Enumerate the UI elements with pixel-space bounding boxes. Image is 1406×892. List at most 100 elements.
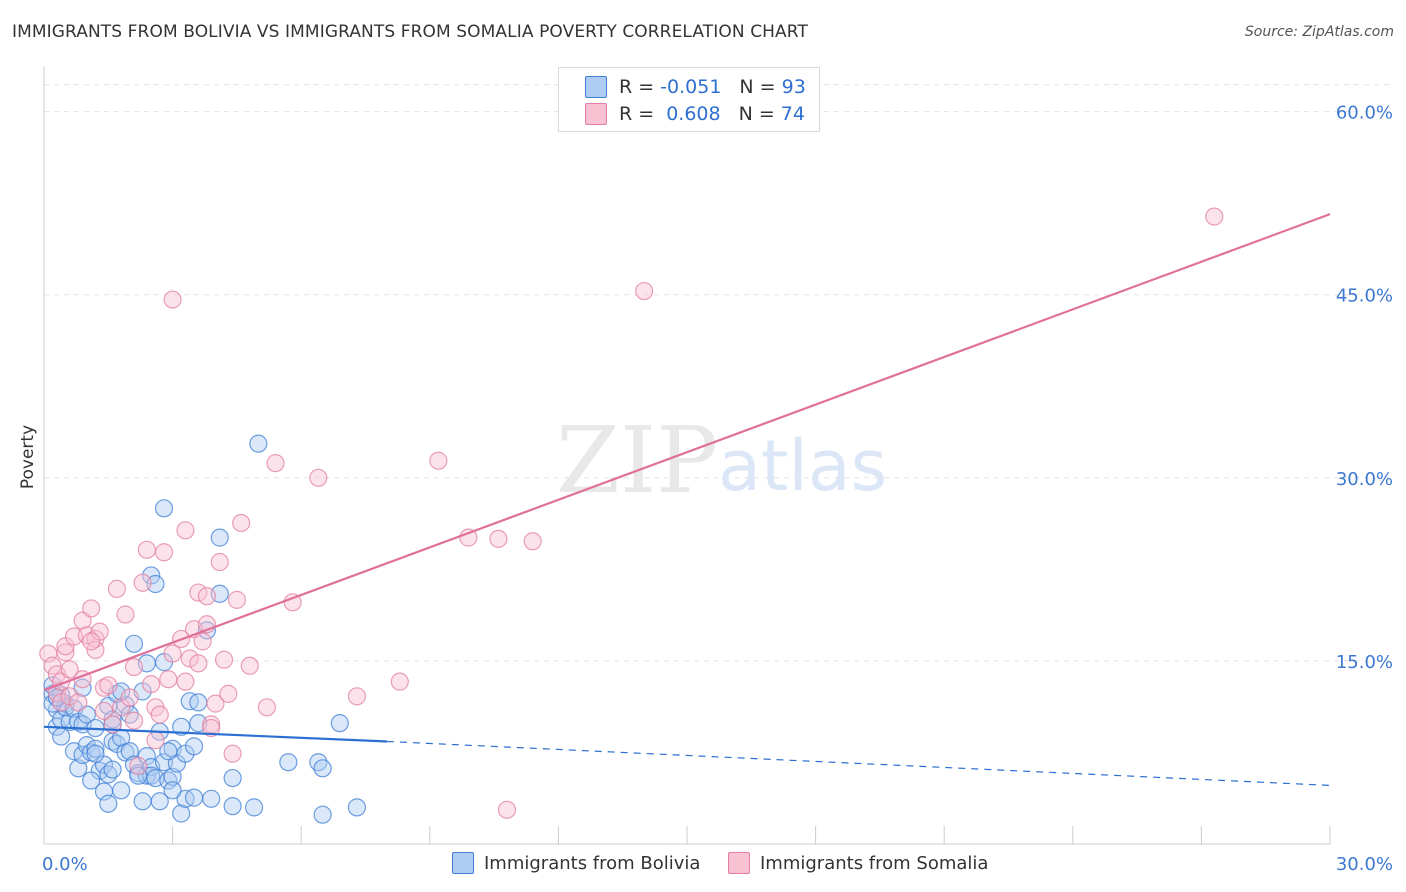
point-bolivia <box>69 759 88 778</box>
point-somalia <box>107 579 126 598</box>
point-bolivia <box>184 788 204 807</box>
y-tick-label: 45.0% <box>1336 286 1393 307</box>
trend-layer <box>43 213 1331 787</box>
point-somalia <box>43 656 62 675</box>
trendline-extension-bolivia <box>386 740 1331 787</box>
point-bolivia <box>112 781 131 800</box>
point-somalia <box>159 670 178 689</box>
point-somalia <box>129 756 148 775</box>
point-bolivia <box>146 574 165 594</box>
trendline-somalia <box>43 213 1331 692</box>
point-somalia <box>163 290 182 309</box>
bottom-legend-label-somalia: Immigrants from Somalia <box>760 852 989 874</box>
trendline-bolivia <box>43 725 387 743</box>
point-somalia <box>223 744 242 763</box>
point-bolivia <box>184 737 204 756</box>
legend-row-bolivia: R = -0.051 N = 93 <box>585 74 806 100</box>
point-somalia <box>82 632 101 651</box>
point-somalia <box>240 656 259 675</box>
point-bolivia <box>210 528 229 547</box>
point-somalia <box>64 627 84 646</box>
bottom-legend-bolivia: Immigrants from Bolivia <box>452 851 700 875</box>
bottom-legend-somalia: Immigrants from Somalia <box>728 851 988 875</box>
point-bolivia <box>133 792 152 811</box>
axes-layer: 15.0% 30.0% 45.0% 60.0% 0.0% 30.0% <box>42 66 1393 875</box>
y-axis-label: Poverty <box>18 425 38 489</box>
point-somalia <box>523 532 542 551</box>
point-somalia <box>497 800 517 819</box>
point-somalia <box>189 654 208 673</box>
point-somalia <box>94 701 114 721</box>
point-somalia <box>459 528 478 547</box>
point-bolivia <box>159 742 178 761</box>
point-somalia <box>193 632 212 651</box>
legend-n-value: 74 <box>780 103 805 125</box>
point-somalia <box>309 468 328 487</box>
point-bolivia <box>154 499 174 518</box>
point-bolivia <box>330 714 349 733</box>
point-bolivia <box>172 804 191 823</box>
point-somalia <box>227 590 246 609</box>
legend-swatch-somalia <box>585 103 607 125</box>
watermark-zip: ZIP <box>556 407 718 514</box>
watermark: ZIP atlas <box>556 407 887 514</box>
point-somalia <box>56 643 75 662</box>
point-somalia <box>180 649 199 668</box>
point-bolivia <box>244 798 264 817</box>
legend-n-label: N = <box>738 103 775 125</box>
point-somalia <box>154 543 174 562</box>
points-layer <box>39 207 1224 824</box>
point-somalia <box>150 705 169 724</box>
point-somalia <box>60 660 79 679</box>
point-bolivia <box>154 753 174 772</box>
point-somalia <box>210 552 229 572</box>
point-somalia <box>142 674 161 694</box>
legend-r-value: 0.608 <box>660 103 721 125</box>
point-somalia <box>206 694 225 713</box>
grid-layer <box>44 84 1394 662</box>
point-somalia <box>124 657 144 677</box>
point-somalia <box>69 693 88 712</box>
point-bolivia <box>150 792 169 811</box>
x-tick-label: 30.0% <box>1336 854 1393 875</box>
point-somalia <box>86 640 105 660</box>
legend-r-label: R = <box>619 103 655 125</box>
y-tick-label: 60.0% <box>1336 103 1393 124</box>
point-somalia <box>163 644 182 663</box>
point-bolivia <box>103 760 122 779</box>
point-somalia <box>219 684 238 703</box>
correlation-legend: R = -0.051 N = 93 R = 0.608 N = 74 <box>558 67 820 132</box>
y-tick-label: 30.0% <box>1336 469 1393 490</box>
point-bolivia <box>202 789 221 808</box>
legend-r-value: -0.051 <box>660 76 722 98</box>
point-somalia <box>266 454 285 473</box>
point-somalia <box>124 711 144 730</box>
source-label: Source: ZipAtlas.com <box>1244 24 1394 40</box>
point-somalia <box>176 521 195 540</box>
point-bolivia <box>313 759 332 778</box>
point-bolivia <box>163 767 182 786</box>
point-bolivia <box>86 739 105 758</box>
legend-row-somalia: R = 0.608 N = 74 <box>585 101 805 127</box>
legend-n-label: N = <box>739 76 776 98</box>
point-somalia <box>347 687 367 706</box>
point-somalia <box>232 513 251 533</box>
point-somalia <box>489 529 508 548</box>
point-bolivia <box>223 768 242 788</box>
chart-title: IMMIGRANTS FROM BOLIVIA VS IMMIGRANTS FR… <box>12 22 808 42</box>
point-bolivia <box>163 781 182 800</box>
point-bolivia <box>120 742 139 761</box>
point-somalia <box>137 540 156 559</box>
legend-r-label: R = <box>619 76 655 98</box>
point-bolivia <box>189 693 208 712</box>
point-somalia <box>1205 207 1224 226</box>
point-bolivia <box>124 634 144 653</box>
bottom-legend-swatch-somalia <box>728 852 750 874</box>
point-somalia <box>120 688 139 707</box>
point-bolivia <box>249 434 268 453</box>
point-somalia <box>429 451 448 470</box>
point-bolivia <box>313 805 332 824</box>
point-bolivia <box>99 794 118 813</box>
point-somalia <box>390 672 409 691</box>
point-somalia <box>635 281 654 301</box>
